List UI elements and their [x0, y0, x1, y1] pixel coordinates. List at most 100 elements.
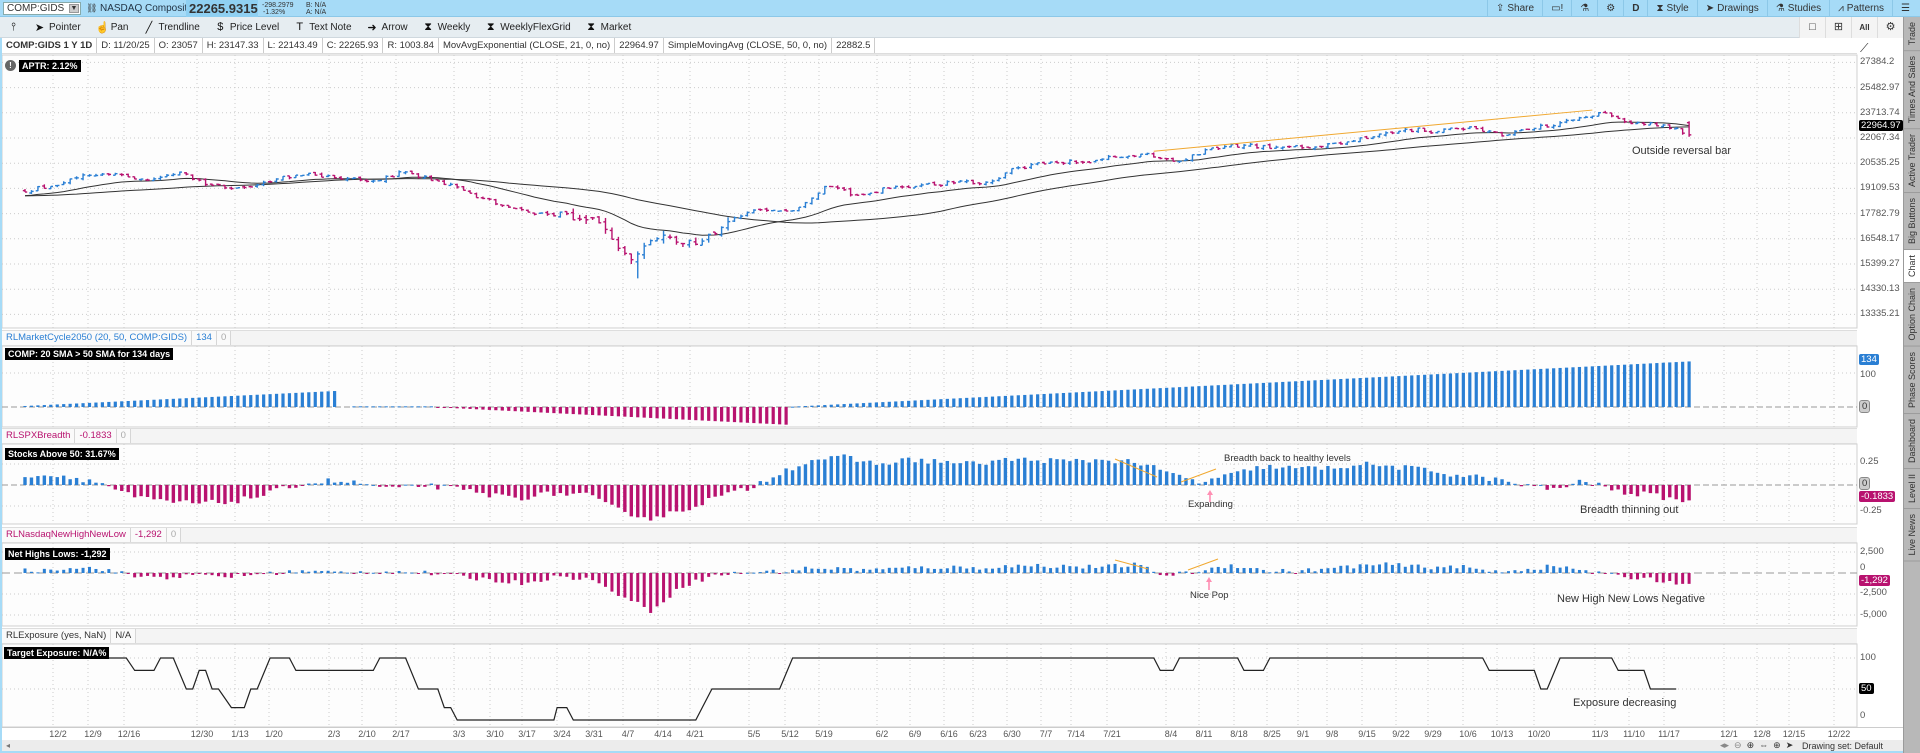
- symbol-dropdown-button[interactable]: ▼: [69, 4, 79, 13]
- sma-study-label[interactable]: SimpleMovingAvg (CLOSE, 50, 0, no): [664, 38, 833, 53]
- market-cycle-bar: [836, 404, 840, 407]
- side-tab-phase-scores[interactable]: Phase Scores: [1904, 347, 1920, 415]
- ohlc-bar: [138, 178, 144, 181]
- fit-width-icon[interactable]: ⇔: [1759, 740, 1769, 750]
- nhnl-bar: [1552, 566, 1556, 573]
- study-name[interactable]: RLNasdaqNewHighNewLow: [2, 528, 131, 542]
- tool-price-level[interactable]: $ Price Level: [215, 21, 279, 33]
- ohlc-bar: [87, 174, 92, 177]
- market-cycle-bar: [242, 395, 246, 407]
- ohlc-bar: [900, 185, 905, 189]
- alert-button[interactable]: ▭!: [1542, 0, 1571, 17]
- nhnl-bar: [1326, 568, 1330, 573]
- market-cycle-bar: [436, 407, 440, 408]
- side-tab-chart[interactable]: Chart: [1904, 250, 1920, 284]
- tool-pin[interactable]: ⫯: [8, 21, 19, 34]
- ohlc-bar: [261, 180, 266, 187]
- time-axis-label: 9/22: [1392, 729, 1410, 739]
- study-name[interactable]: RLMarketCycle2050 (20, 50, COMP:GIDS): [2, 331, 193, 345]
- ema-study-label[interactable]: MovAvgExponential (CLOSE, 21, 0, no): [439, 38, 616, 53]
- breadth-bar: [971, 461, 975, 485]
- market-cycle-bar: [1352, 378, 1356, 407]
- tool-arrow[interactable]: ➜ Arrow: [367, 21, 407, 34]
- ohlc-bar: [654, 237, 660, 242]
- settings-button[interactable]: ⚙: [1597, 0, 1623, 17]
- flexgrid-icon: ⧗: [486, 20, 495, 33]
- symbol-input[interactable]: COMP:GIDS ▼: [3, 2, 81, 15]
- side-tab-trade[interactable]: Trade: [1904, 17, 1920, 52]
- ohlc-bar: [1532, 127, 1537, 131]
- side-tab-dashboard[interactable]: Dashboard: [1904, 414, 1920, 470]
- cursor-icon[interactable]: ➤: [1785, 740, 1794, 750]
- market-cycle-bar: [268, 394, 272, 407]
- time-axis[interactable]: 12/2 12/9 12/16 12/30 1/13 1/20 2/3 2/10 2/17 3/3…: [2, 727, 1903, 740]
- breadth-bar: [42, 475, 47, 485]
- side-tab-times-and-sales[interactable]: Times And Sales: [1904, 51, 1920, 130]
- market-cycle-bar: [1158, 388, 1162, 407]
- studies-button[interactable]: ⚗ Studies: [1766, 0, 1829, 17]
- crosshair-icon[interactable]: ⊕: [1773, 740, 1781, 750]
- market-cycle-bar: [1461, 372, 1465, 407]
- breadth-bar: [1119, 460, 1124, 485]
- zoom-out-icon[interactable]: ⊖: [1734, 740, 1742, 750]
- zoom-in-icon[interactable]: ⊕: [1746, 740, 1755, 750]
- grid-layout-button[interactable]: ⊞: [1825, 17, 1851, 38]
- drawings-button[interactable]: ➤ Drawings: [1696, 0, 1767, 17]
- ohlc-bar: [216, 183, 221, 186]
- market-cycle-bar: [591, 407, 595, 416]
- patterns-button[interactable]: ⩘ Patterns: [1829, 0, 1892, 17]
- ohlc-bar: [500, 204, 505, 207]
- tool-text-note[interactable]: T Text Note: [294, 21, 351, 33]
- tool-weeklyflexgrid[interactable]: ⧗ WeeklyFlexGrid: [485, 20, 571, 34]
- scroll-left-icon[interactable]: ◂: [6, 741, 11, 750]
- info-icon[interactable]: !: [5, 60, 16, 71]
- share-button[interactable]: ⇪ Share: [1486, 0, 1542, 17]
- side-tab-option-chain[interactable]: Option Chain: [1904, 283, 1920, 348]
- menu-button[interactable]: ☰: [1892, 0, 1918, 17]
- drawing-toolbar: ⫯ ➤ Pointer ☝ Pan ╱ Trendline $ Price Level T Text…: [0, 17, 1903, 38]
- scroll-arrows-icon[interactable]: ◂▸: [1720, 740, 1730, 750]
- chart-settings-button[interactable]: ⚙: [1877, 17, 1903, 38]
- market-cycle-bar: [249, 395, 253, 407]
- link-icon[interactable]: ⛓: [86, 3, 98, 13]
- breadth-bar: [1435, 472, 1440, 485]
- tool-weekly[interactable]: ⧗ Weekly: [423, 21, 470, 34]
- market-cycle-bar: [204, 397, 208, 407]
- study-name[interactable]: RLSPXBreadth: [2, 429, 76, 443]
- period-button[interactable]: D: [1623, 0, 1647, 17]
- autoscale-icon[interactable]: ⟋: [1860, 41, 1869, 55]
- breadth-bar: [500, 485, 504, 495]
- side-tab-live-news[interactable]: Live News: [1904, 509, 1920, 562]
- all-button[interactable]: All: [1851, 17, 1877, 38]
- style-button[interactable]: ⧗ Style: [1647, 0, 1696, 17]
- single-layout-button[interactable]: □: [1799, 17, 1825, 38]
- market-cycle-bar: [1261, 382, 1265, 407]
- nhnl-bar: [803, 566, 807, 573]
- ohlc-bar: [448, 182, 453, 187]
- ohlc-bar: [300, 174, 305, 177]
- nhnl-bar: [739, 573, 743, 574]
- ohlc-bar: [983, 181, 989, 186]
- side-tab-level-ii[interactable]: Level II: [1904, 469, 1920, 510]
- tool-pointer[interactable]: ➤ Pointer: [34, 21, 81, 34]
- tool-market[interactable]: ⧗ Market: [586, 21, 631, 34]
- breadth-bar: [1339, 468, 1343, 485]
- study-name[interactable]: RLExposure (yes, NaN): [2, 629, 112, 643]
- tool-pan[interactable]: ☝ Pan: [96, 21, 129, 34]
- market-cycle-bar: [158, 399, 163, 407]
- side-tab-active-trader[interactable]: Active Trader: [1904, 129, 1920, 194]
- time-axis-label: 8/11: [1195, 729, 1213, 739]
- breadth-bar: [532, 485, 537, 497]
- market-cycle-bar: [803, 406, 808, 408]
- breadth-bar: [416, 485, 421, 487]
- nhnl-bar: [984, 568, 988, 573]
- breadth-bar: [461, 485, 466, 490]
- nhnl-bar: [1565, 566, 1569, 573]
- drawing-set-label[interactable]: Drawing set: Default: [1802, 741, 1884, 751]
- flask-button[interactable]: ⚗: [1571, 0, 1597, 17]
- side-tab-big-buttons[interactable]: Big Buttons: [1904, 193, 1920, 251]
- ohlc-bar: [1564, 118, 1569, 124]
- tool-trendline[interactable]: ╱ Trendline: [143, 21, 200, 34]
- breadth-label: Stocks Above 50: 31.67%: [5, 448, 119, 460]
